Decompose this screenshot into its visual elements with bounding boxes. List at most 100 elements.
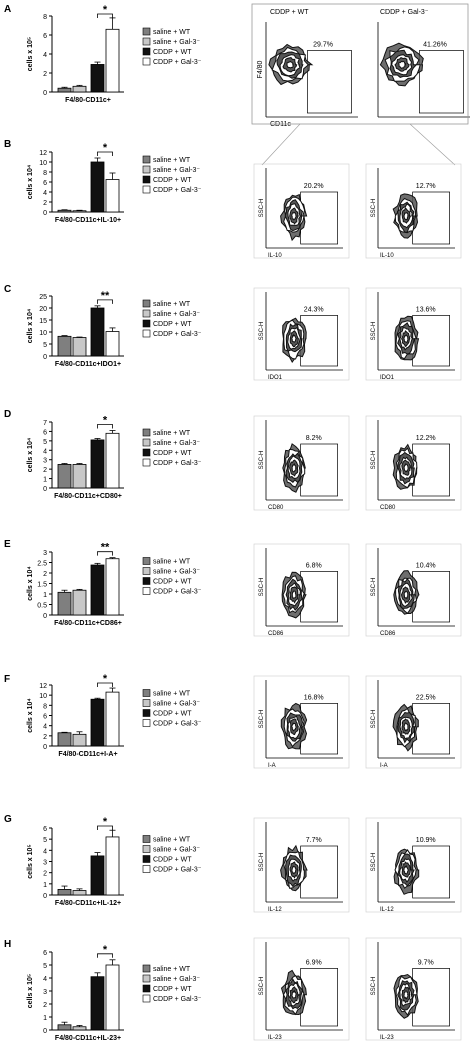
bar (57, 889, 72, 896)
legend-label: CDDP + Gal-3⁻ (153, 721, 202, 728)
y-tick-label: 0 (43, 486, 47, 493)
bar (57, 732, 72, 747)
y-tick-label: 3 (43, 458, 47, 465)
legend-label: CDDP + Gal-3⁻ (153, 589, 202, 596)
flow-contour-5 (403, 334, 409, 344)
x-axis-label: F4/80-CD11c+IDO1+ (55, 361, 121, 368)
panel-letter: D (4, 409, 11, 420)
flow-contour-5 (291, 211, 297, 221)
x-axis-label: F4/80-CD11c+IL-10+ (55, 217, 121, 224)
flow-y-label: SSC-H (371, 451, 377, 470)
y-tick-label: 5 (43, 837, 47, 844)
legend-swatch (142, 557, 151, 565)
flow-x-label: IL-23 (380, 1035, 394, 1041)
flow-percent: 7.7% (306, 837, 322, 844)
bar (105, 432, 120, 489)
y-tick-label: 2.5 (37, 561, 47, 568)
flow-y-label: SSC-H (371, 578, 377, 597)
y-axis-label: cells x 10⁵ (27, 974, 34, 1008)
y-axis-label: cells x 10⁴ (27, 164, 34, 199)
y-tick-label: 4 (43, 190, 47, 197)
flow-frame (253, 163, 350, 259)
flow-contour-5 (291, 333, 297, 343)
flow-percent: 13.6% (416, 306, 436, 313)
y-tick-label: 10 (39, 693, 47, 700)
flow-x-label: I-A (268, 763, 276, 769)
flow-frame (365, 817, 462, 913)
flow-title-left: CDDP + WT (270, 9, 309, 16)
y-tick-label: 5 (43, 963, 47, 970)
flow-gate (412, 968, 450, 1027)
flow-y-label: SSC-H (259, 710, 265, 729)
y-tick-label: 12 (39, 683, 47, 690)
y-tick-label: 5 (43, 439, 47, 446)
legend-label: saline + Gal-3⁻ (153, 976, 200, 983)
legend-label: saline + Gal-3⁻ (153, 39, 200, 46)
x-axis-label: F4/80-CD11c+IL-23+ (55, 1035, 121, 1042)
flow-plot-right: 13.6% SSC-H IDO1 (365, 287, 462, 381)
legend-label: saline + Gal-3⁻ (153, 569, 200, 576)
y-tick-label: 2 (43, 71, 47, 78)
legend-swatch (142, 175, 151, 184)
y-tick-label: 2 (43, 200, 47, 207)
legend-swatch (142, 27, 151, 36)
flow-y-label: SSC-H (371, 322, 377, 341)
y-tick-label: 0 (43, 893, 47, 900)
flow-gate (300, 191, 338, 245)
flow-plot-left: 6.8% SSC-H CD86 (253, 543, 350, 637)
legend-swatch (142, 299, 151, 308)
legend-swatch (142, 309, 151, 318)
bar (72, 733, 87, 747)
flow-frame (365, 287, 462, 381)
legend-swatch (142, 719, 151, 727)
panel-letter: H (4, 939, 11, 950)
panel-d: D 0 1 2 3 4 5 6 7 cells x 10⁴ * F4/80-CD11c+CD80+ sa… (4, 409, 462, 511)
bar (72, 337, 87, 357)
legend-label: CDDP + WT (153, 986, 192, 993)
flow-x-label: CD80 (380, 505, 396, 511)
flow-percent: 12.7% (416, 183, 436, 190)
bar (57, 1024, 72, 1031)
flow-frame (365, 543, 462, 637)
flow-gate (412, 191, 450, 245)
bar (72, 464, 87, 489)
flow-contour-5 (403, 590, 409, 600)
flow-percent: 24.3% (304, 306, 324, 313)
significance-marker: * (103, 414, 108, 426)
legend-label: saline + WT (153, 966, 191, 973)
y-axis-label: cells x 10⁴ (27, 698, 34, 733)
y-tick-label: 3 (43, 989, 47, 996)
y-tick-label: 4 (43, 448, 47, 455)
legend-swatch (142, 964, 151, 973)
y-axis-label: cells x 10⁵ (27, 37, 34, 71)
panel-g: G 0 1 2 3 4 5 6 cells x 10⁵ * F4/80-CD11c+IL-12+ sa… (4, 814, 462, 913)
bar (90, 564, 105, 616)
legend-label: CDDP + WT (153, 711, 192, 718)
significance-bracket (97, 682, 113, 687)
y-tick-label: 1.5 (37, 582, 47, 589)
flow-x-label: I-A (380, 763, 388, 769)
y-tick-label: 4 (43, 976, 47, 983)
legend-swatch (142, 57, 151, 66)
flow-percent: 29.7% (313, 42, 333, 49)
legend-swatch (142, 329, 151, 338)
x-axis-label: F4/80-CD11c+ (65, 97, 111, 104)
flow-plot-left: 16.8% SSC-H I-A (253, 675, 350, 769)
y-tick-label: 1 (43, 592, 47, 599)
flow-frame (365, 415, 462, 511)
zoom-line (261, 123, 301, 166)
flow-plot-right: 41.26% (377, 22, 470, 118)
flow-x-label: IL-12 (380, 907, 394, 913)
legend-label: CDDP + WT (153, 49, 192, 56)
y-tick-label: 0 (43, 744, 47, 751)
flow-x-label: CD86 (380, 631, 396, 637)
legend-label: CDDP + Gal-3⁻ (153, 867, 202, 874)
bar (57, 209, 72, 213)
panel-b: B 0 2 4 6 8 10 12 cells x 10⁴ * F4/80-CD11c+IL-10+… (4, 139, 462, 259)
legend-swatch (142, 428, 151, 437)
panel-letter: C (4, 284, 11, 295)
flow-frame (365, 675, 462, 769)
flow-y-label: SSC-H (259, 977, 265, 996)
significance-bracket (97, 424, 113, 429)
